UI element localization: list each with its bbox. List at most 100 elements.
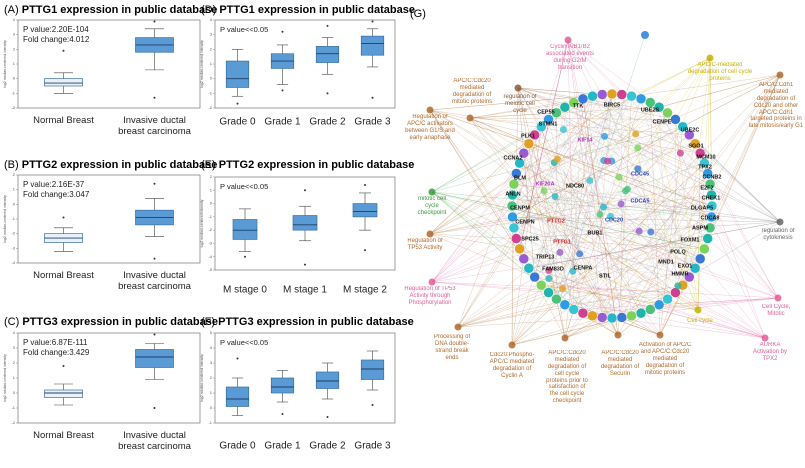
gene-node [615,173,623,181]
edge [658,173,708,305]
stat-annotation: Fold change:4.012 [23,35,90,44]
edge [511,112,668,346]
edge [611,317,766,339]
edge [429,216,513,235]
edge [519,248,661,336]
edge [431,191,705,250]
term-node [656,331,664,339]
box [44,389,83,398]
edge [675,57,711,120]
edge [638,153,701,232]
gene-node [518,147,530,159]
y-axis-label: log2 median-centered intensity [200,199,204,247]
outlier [153,333,156,336]
outlier [153,96,156,99]
y-tick-label: 5 [210,330,213,335]
x-tick-label: Normal Breast [33,431,94,441]
edge [512,74,781,218]
edge [511,190,545,207]
gene-node [606,88,618,100]
edge [621,94,636,135]
edge [541,126,584,314]
term-node [561,334,569,342]
edge [431,191,603,318]
edge [511,126,542,346]
edge [709,227,779,299]
gene-node [689,138,701,150]
edge [637,134,690,169]
gene-node [670,114,681,125]
gene-node [568,304,579,315]
edge [431,248,520,283]
edge [528,221,781,269]
edge [559,252,622,318]
gene-label: PTTG1 [553,239,571,245]
edge [640,98,690,278]
gene-node [662,293,673,305]
edge [511,162,705,346]
gene-label: CCNB2 [703,174,722,180]
edge [627,112,668,190]
edge [689,248,705,278]
gene-node [508,222,520,234]
edge [556,112,558,160]
outlier [304,189,306,192]
gene-node [653,299,665,311]
edge [618,176,713,207]
gene-node [523,138,535,150]
edge [457,96,593,328]
edge [517,87,701,154]
edge [519,57,711,250]
y-tick-label: 1 [13,187,16,192]
edge [555,196,712,218]
edge [564,292,676,305]
edge [554,107,566,163]
edge [567,39,623,318]
x-tick-label-box: Invasive ductal breast carcinoma [118,271,191,292]
gene-label: BLM [514,175,526,181]
y-tick-label: -1 [11,216,15,221]
gene-label: CDCA8 [701,215,720,221]
outlier [244,255,246,258]
edge [516,96,632,239]
term-node [508,341,516,349]
term-label: APC/C:Cdc20 mediated degradation of Secu… [600,350,640,377]
x-tick-label: Grade 0 [219,441,256,452]
panel-label: (G) [410,8,426,20]
gene-node [699,243,710,255]
edge [511,98,642,207]
gene-node [635,93,647,105]
edge [469,117,690,136]
x-tick-label: Invasive ductal breast carcinoma [118,431,191,452]
edge [528,267,766,339]
gene-node [536,279,547,291]
edge [429,109,566,305]
term-label-box: Processing of DNA double-strand break en… [434,334,470,361]
x-tick-label: Invasive ductal breast carcinoma [118,116,191,137]
edge [556,93,613,300]
x-tick-label-box: Invasive ductal breast carcinoma [118,116,191,137]
term-label-box: Cdc20:Phospho-APC/C mediated degradation… [490,352,535,379]
y-tick-label: 2 [13,360,16,365]
y-tick-label: -2 [208,105,212,110]
edge [592,74,781,317]
edge [610,119,676,217]
edge [556,93,613,300]
edge [431,126,683,283]
edge [611,143,696,162]
edge [429,183,515,235]
y-tick-label: 3 [210,32,213,37]
box [270,377,295,394]
panel-label: (C) [4,316,19,328]
edge [534,134,713,207]
gene-node [653,101,665,113]
y-tick-label: 3 [210,360,213,365]
edge [511,298,557,346]
edge [516,173,619,336]
edge [429,95,632,235]
edge [694,143,781,223]
y-tick-label: -3 [11,245,15,250]
edge [431,191,584,314]
gene-label: SGO1 [688,143,703,149]
edge [650,102,711,185]
